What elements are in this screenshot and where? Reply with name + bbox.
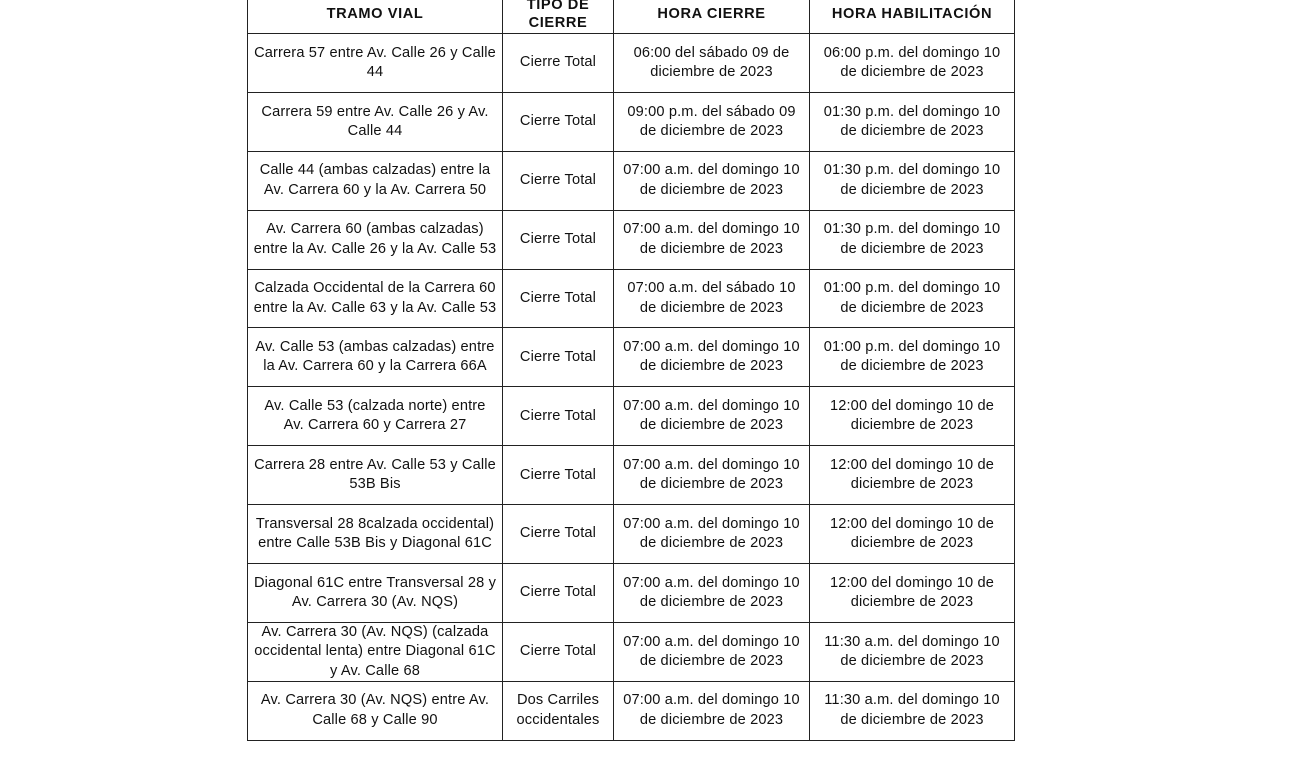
- table-cell: Av. Carrera 30 (Av. NQS) entre Av. Calle…: [247, 680, 503, 741]
- header-cell: TRAMO VIAL: [247, 0, 503, 34]
- table-cell: 07:00 a.m. del domingo 10 de diciembre d…: [613, 563, 810, 623]
- table-cell: 01:00 p.m. del domingo 10 de diciembre d…: [809, 268, 1015, 329]
- table-row: Av. Calle 53 (ambas calzadas) entre la A…: [247, 327, 1015, 388]
- table-cell: Cierre Total: [502, 209, 614, 270]
- table-cell: 01:30 p.m. del domingo 10 de diciembre d…: [809, 150, 1015, 211]
- table-cell: 01:30 p.m. del domingo 10 de diciembre d…: [809, 91, 1015, 152]
- table-cell: 07:00 a.m. del domingo 10 de diciembre d…: [613, 150, 810, 211]
- table-cell: 12:00 del domingo 10 de diciembre de 202…: [809, 563, 1015, 623]
- table-cell: Calle 44 (ambas calzadas) entre la Av. C…: [247, 150, 503, 211]
- table-cell: 12:00 del domingo 10 de diciembre de 202…: [809, 386, 1015, 447]
- table-cell: 01:00 p.m. del domingo 10 de diciembre d…: [809, 327, 1015, 388]
- table-cell: 07:00 a.m. del domingo 10 de diciembre d…: [613, 680, 810, 741]
- table-cell: Cierre Total: [502, 150, 614, 211]
- table-cell: Cierre Total: [502, 268, 614, 329]
- table-row: Calzada Occidental de la Carrera 60 entr…: [247, 268, 1015, 329]
- table-cell: 07:00 a.m. del domingo 10 de diciembre d…: [613, 386, 810, 447]
- table-cell: Av. Carrera 60 (ambas calzadas) entre la…: [247, 209, 503, 270]
- header-row: TRAMO VIAL TIPO DE CIERRE HORA CIERRE HORA …: [247, 0, 1015, 34]
- table-cell: 11:30 a.m. del domingo 10 de diciembre d…: [809, 680, 1015, 741]
- table-cell: Cierre Total: [502, 91, 614, 152]
- table-cell: Cierre Total: [502, 563, 614, 623]
- table-cell: 07:00 a.m. del domingo 10 de diciembre d…: [613, 445, 810, 506]
- table-cell: 07:00 a.m. del domingo 10 de diciembre d…: [613, 504, 810, 565]
- table-cell: Cierre Total: [502, 621, 614, 682]
- table-cell: Carrera 28 entre Av. Calle 53 y Calle 53…: [247, 445, 503, 506]
- table-cell: 11:30 a.m. del domingo 10 de diciembre d…: [809, 621, 1015, 682]
- table-row: Diagonal 61C entre Transversal 28 y Av. …: [247, 563, 1015, 623]
- table-cell: Cierre Total: [502, 445, 614, 506]
- table-cell: 12:00 del domingo 10 de diciembre de 202…: [809, 504, 1015, 565]
- table-cell: Transversal 28 8calzada occidental) entr…: [247, 504, 503, 565]
- header-cell: HORA CIERRE: [613, 0, 810, 34]
- table-body: Carrera 57 entre Av. Calle 26 y Calle 44…: [247, 33, 1015, 741]
- table-cell: Diagonal 61C entre Transversal 28 y Av. …: [247, 563, 503, 623]
- header-cell: HORA HABILITACIÓN: [809, 0, 1015, 34]
- table-cell: Dos Carriles occidentales: [502, 680, 614, 741]
- closures-table: TRAMO VIAL TIPO DE CIERRE HORA CIERRE HORA …: [247, 0, 1015, 741]
- table-cell: 01:30 p.m. del domingo 10 de diciembre d…: [809, 209, 1015, 270]
- table-row: Calle 44 (ambas calzadas) entre la Av. C…: [247, 150, 1015, 211]
- table-row: Av. Carrera 60 (ambas calzadas) entre la…: [247, 209, 1015, 270]
- table-cell: Cierre Total: [502, 327, 614, 388]
- table-cell: Cierre Total: [502, 33, 614, 93]
- table-row: Av. Calle 53 (calzada norte) entre Av. C…: [247, 386, 1015, 447]
- table-cell: 06:00 del sábado 09 de diciembre de 2023: [613, 33, 810, 93]
- table-cell: Cierre Total: [502, 386, 614, 447]
- table-row: Carrera 28 entre Av. Calle 53 y Calle 53…: [247, 445, 1015, 506]
- table-cell: 07:00 a.m. del domingo 10 de diciembre d…: [613, 327, 810, 388]
- table-cell: 12:00 del domingo 10 de diciembre de 202…: [809, 445, 1015, 506]
- table-cell: 06:00 p.m. del domingo 10 de diciembre d…: [809, 33, 1015, 93]
- table-cell: Av. Calle 53 (ambas calzadas) entre la A…: [247, 327, 503, 388]
- table-cell: Cierre Total: [502, 504, 614, 565]
- header-cell: TIPO DE CIERRE: [502, 0, 614, 34]
- table-row: Av. Carrera 30 (Av. NQS) (calzada occide…: [247, 621, 1015, 682]
- table-row: Carrera 59 entre Av. Calle 26 y Av. Call…: [247, 91, 1015, 152]
- table-cell: Carrera 57 entre Av. Calle 26 y Calle 44: [247, 33, 503, 93]
- table-cell: 07:00 a.m. del domingo 10 de diciembre d…: [613, 621, 810, 682]
- table-cell: Av. Carrera 30 (Av. NQS) (calzada occide…: [247, 621, 503, 682]
- table-row: Av. Carrera 30 (Av. NQS) entre Av. Calle…: [247, 680, 1015, 741]
- table-cell: 07:00 a.m. del domingo 10 de diciembre d…: [613, 209, 810, 270]
- table-cell: Carrera 59 entre Av. Calle 26 y Av. Call…: [247, 91, 503, 152]
- table-row: Transversal 28 8calzada occidental) entr…: [247, 504, 1015, 565]
- table-cell: 09:00 p.m. del sábado 09 de diciembre de…: [613, 91, 810, 152]
- table-cell: 07:00 a.m. del sábado 10 de diciembre de…: [613, 268, 810, 329]
- table-row: Carrera 57 entre Av. Calle 26 y Calle 44…: [247, 33, 1015, 93]
- table-cell: Calzada Occidental de la Carrera 60 entr…: [247, 268, 503, 329]
- table-cell: Av. Calle 53 (calzada norte) entre Av. C…: [247, 386, 503, 447]
